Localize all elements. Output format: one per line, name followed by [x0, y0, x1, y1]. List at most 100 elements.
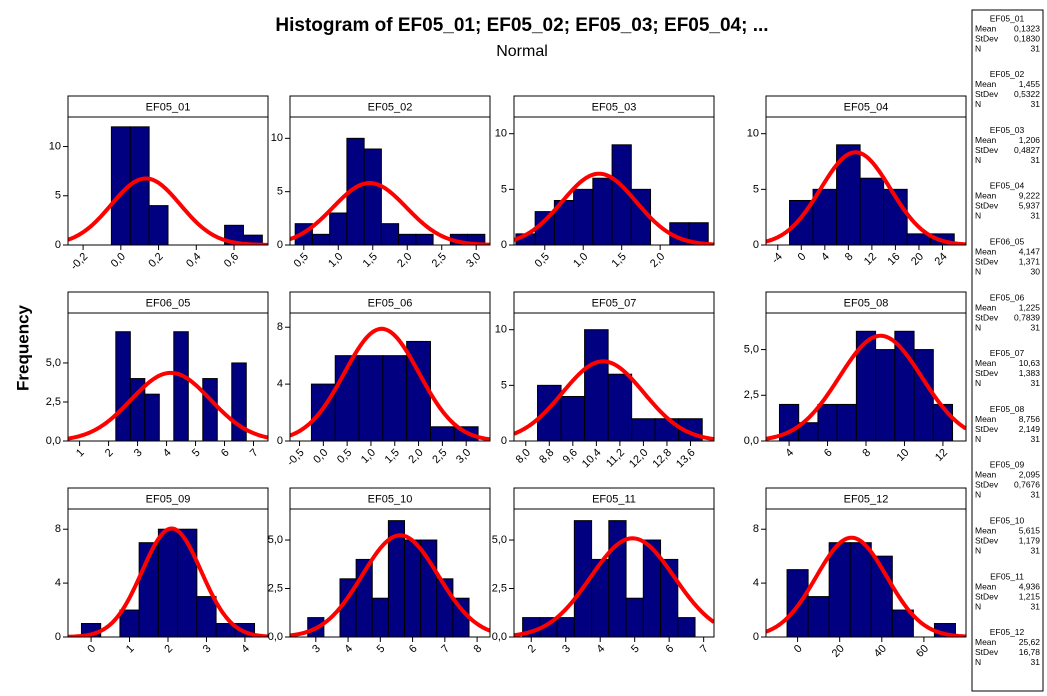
- bar: [807, 596, 830, 638]
- x-tick-label: 2,0: [406, 447, 425, 466]
- plot-frame: [765, 116, 967, 246]
- stat-value: 1,206: [1019, 135, 1041, 145]
- x-tick-label: 4: [239, 643, 252, 656]
- x-tick-label: 12: [933, 447, 950, 464]
- x-tick-label: 8: [860, 447, 873, 460]
- bar: [584, 329, 609, 442]
- x-tick-label: 5: [190, 447, 203, 460]
- bar: [415, 233, 434, 246]
- bar: [537, 384, 562, 442]
- bar: [119, 609, 140, 638]
- y-tick-label: 0: [753, 239, 759, 251]
- stat-value: 31: [1031, 155, 1041, 165]
- y-tick-label: 2,5: [46, 396, 61, 408]
- stat-value: 0,1830: [1014, 33, 1040, 43]
- x-tick-label: 2: [526, 643, 539, 656]
- bar: [429, 426, 455, 442]
- stat-label: StDev: [975, 201, 999, 211]
- stat-label: Mean: [975, 581, 997, 591]
- stat-label: Mean: [975, 191, 997, 201]
- x-tick-label: 0,5: [292, 251, 311, 270]
- bar: [913, 349, 934, 442]
- x-tick-label: 8: [843, 251, 856, 264]
- stat-value: 5,615: [1019, 525, 1041, 535]
- stat-value: 0,5322: [1014, 89, 1040, 99]
- x-tick-label: 4: [819, 251, 832, 264]
- stat-value: 1,225: [1019, 302, 1041, 312]
- stat-label: StDev: [975, 312, 999, 322]
- x-tick-label: 6: [219, 447, 232, 460]
- stat-value: 31: [1031, 99, 1041, 109]
- bar: [608, 520, 627, 638]
- y-tick-label: 0: [277, 239, 283, 251]
- plot-frame: [513, 312, 715, 442]
- x-tick-label: 9,6: [561, 447, 580, 466]
- panel-title: EF06_05: [146, 297, 191, 309]
- y-tick-label: 5: [55, 190, 61, 202]
- y-tick-label: 2,5: [492, 582, 507, 594]
- panel-title: EF05_11: [592, 493, 636, 505]
- x-tick-label: 10: [894, 447, 911, 464]
- x-tick-label: 2,5: [430, 447, 449, 466]
- x-tick-label: 4: [342, 643, 355, 656]
- panel-title: EF05_08: [844, 297, 889, 309]
- stat-value: 31: [1031, 434, 1041, 444]
- bar: [115, 331, 131, 442]
- normal-fit: [514, 536, 714, 637]
- y-tick-label: 10: [495, 324, 507, 336]
- bar: [631, 418, 656, 442]
- x-tick-label: 3: [201, 643, 214, 656]
- y-tick-label: 0: [501, 239, 507, 251]
- stat-value: 2,095: [1019, 470, 1041, 480]
- normal-fit: [68, 176, 268, 245]
- x-tick-label: 1: [74, 447, 87, 460]
- stat-label: N: [975, 43, 981, 53]
- x-tick-label: 0,4: [184, 251, 203, 270]
- stat-label: Mean: [975, 23, 997, 33]
- stat-value: 30: [1031, 266, 1041, 276]
- x-tick-label: 12: [862, 251, 879, 268]
- bar: [380, 223, 400, 246]
- normal-fit: [766, 150, 966, 245]
- y-tick-label: 0: [277, 435, 283, 447]
- bar: [144, 393, 160, 442]
- plot-frame: [513, 508, 715, 638]
- plot-frame: [67, 116, 269, 246]
- panel-title: EF05_12: [844, 493, 889, 505]
- bar: [202, 378, 218, 442]
- stat-value: 31: [1031, 601, 1041, 611]
- stat-label: N: [975, 490, 981, 500]
- x-tick-label: 8,0: [514, 447, 533, 466]
- stat-value: 0,4827: [1014, 145, 1040, 155]
- y-tick-label: 8: [753, 523, 759, 535]
- y-tick-label: 4: [55, 577, 61, 589]
- stat-name: EF05_04: [990, 181, 1025, 191]
- normal-fit: [290, 181, 490, 245]
- x-tick-label: 1,5: [383, 447, 402, 466]
- stat-label: Mean: [975, 246, 997, 256]
- stat-name: EF05_09: [990, 460, 1025, 470]
- y-tick-label: 8: [277, 321, 283, 333]
- stat-label: StDev: [975, 33, 999, 43]
- y-tick-label: 5,0: [492, 534, 507, 546]
- x-tick-label: 24: [932, 251, 949, 268]
- plot-frame: [289, 508, 491, 638]
- normal-fit: [290, 326, 490, 441]
- x-tick-label: 1: [124, 643, 137, 656]
- bar: [894, 330, 915, 442]
- stat-value: 9,222: [1019, 191, 1041, 201]
- x-tick-label: 0: [792, 643, 805, 656]
- stat-name: EF05_06: [990, 292, 1025, 302]
- stat-value: 4,147: [1019, 246, 1041, 256]
- x-tick-label: 4: [161, 447, 174, 460]
- bar: [817, 403, 838, 442]
- stat-name: EF05_12: [990, 627, 1025, 637]
- bar: [358, 355, 384, 442]
- plot-frame: [67, 312, 269, 442]
- stat-label: N: [975, 601, 981, 611]
- x-tick-label: 13,6: [674, 447, 698, 471]
- stat-label: StDev: [975, 591, 999, 601]
- stat-label: StDev: [975, 647, 999, 657]
